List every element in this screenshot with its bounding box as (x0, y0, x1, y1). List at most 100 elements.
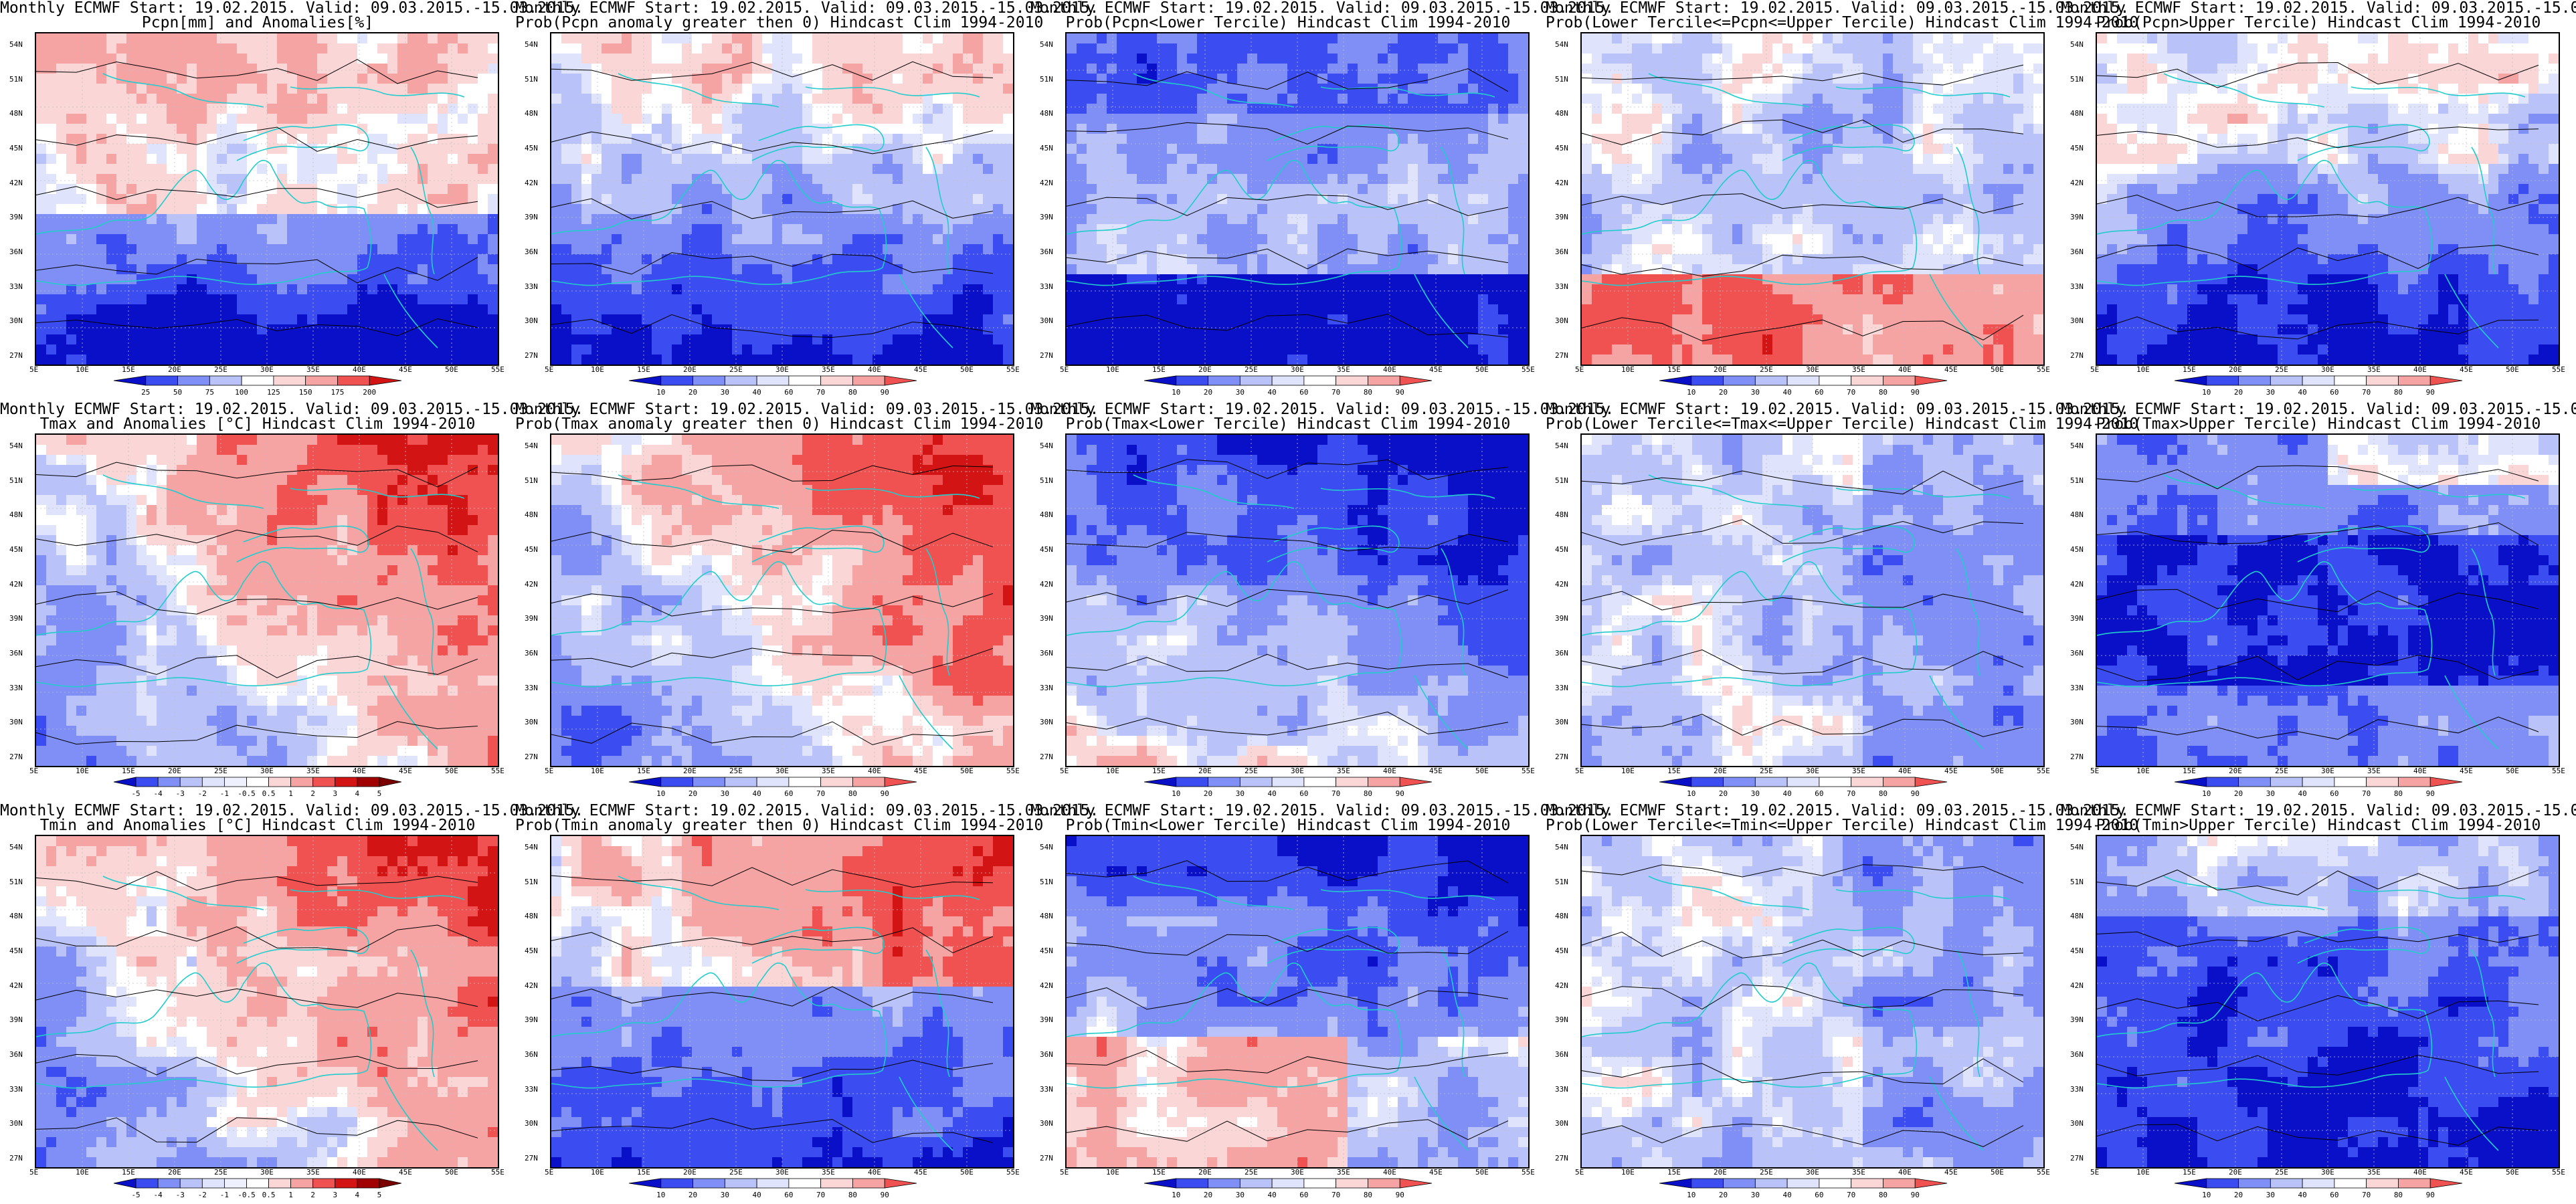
forecast-map (35, 32, 499, 366)
longitude-label: 15E (637, 365, 650, 374)
longitude-label: 40E (2413, 365, 2427, 374)
panel-title: Monthly ECMWF Start: 19.02.2015. Valid: … (0, 401, 583, 417)
colorbar-tick-label: 100 (235, 388, 248, 397)
latitude-label: 45N (9, 545, 23, 554)
longitude-label: 10E (591, 767, 604, 775)
colorbar-segment (756, 1178, 790, 1189)
coastline (551, 474, 980, 750)
latitude-label: 33N (525, 282, 538, 291)
longitude-label: 35E (2367, 365, 2381, 374)
latitude-label: 48N (525, 109, 538, 118)
colorbar-tick-label: 40 (1267, 1191, 1276, 1199)
longitude-label: 15E (1152, 1168, 1166, 1177)
colorbar-ticks: 10 20 30 40 60 70 80 90 (629, 1191, 917, 1200)
latitude-label: 33N (2070, 1085, 2084, 1094)
latitude-label: 27N (1040, 1154, 1053, 1163)
forecast-panel: Monthly ECMWF Start: 19.02.2015. Valid: … (2061, 0, 2576, 401)
longitude-label: 50E (1475, 767, 1489, 775)
colorbar-segment (290, 777, 314, 787)
colorbar-ticks: 10 20 30 40 60 70 80 90 (1659, 789, 1947, 799)
colorbar-segment (788, 777, 822, 787)
coastline (2097, 474, 2526, 750)
colorbar-tick-label: -4 (154, 1191, 163, 1199)
longitude-label: 50E (960, 767, 974, 775)
colorbar-ticks: 10 20 30 40 60 70 80 90 (2175, 388, 2462, 397)
latitude-label: 54N (525, 441, 538, 450)
colorbar-tick-label: 80 (2394, 789, 2403, 798)
colorbar-segment (1786, 777, 1820, 787)
colorbar-segment (2398, 1178, 2431, 1189)
latitude-label: 42N (1040, 981, 1053, 990)
colorbar-tick-label: 90 (881, 388, 889, 397)
longitude-label: 50E (2506, 365, 2519, 374)
latitude-label: 48N (9, 510, 23, 519)
colorbar-tick-label: 10 (1172, 1191, 1180, 1199)
colorbar (1659, 1178, 1948, 1189)
colorbar-segment (305, 375, 338, 386)
colorbar-segment (660, 375, 693, 386)
longitude-label: 20E (1714, 767, 1727, 775)
longitude-label: 5E (1575, 767, 1584, 775)
colorbar-tick-label: 10 (2202, 1191, 2211, 1199)
longitude-label: 25E (2275, 767, 2288, 775)
coastline (1067, 876, 1495, 1151)
colorbar-segment (660, 1178, 693, 1189)
colorbar-segment (379, 1178, 402, 1189)
colorbar-segment (2429, 375, 2463, 386)
colorbar-segment (2302, 777, 2335, 787)
colorbar-tick-label: 80 (1364, 789, 1372, 798)
forecast-panel: Monthly ECMWF Start: 19.02.2015. Valid: … (515, 0, 1099, 401)
latitude-label: 45N (2070, 946, 2084, 955)
colorbar-tick-label: -1 (220, 1191, 229, 1199)
longitude-label: 55E (2552, 767, 2565, 775)
longitude-label: 50E (2506, 767, 2519, 775)
longitude-label: 25E (2275, 1168, 2288, 1177)
latitude-label: 51N (1555, 476, 1568, 485)
colorbar-tick-label: 70 (816, 388, 825, 397)
coastline (2097, 73, 2526, 348)
colorbar-tick-label: 10 (656, 388, 665, 397)
longitude-label: 25E (214, 767, 227, 775)
colorbar-tick-label: 90 (1396, 388, 1404, 397)
longitude-label: 25E (1245, 1168, 1258, 1177)
latitude-label: 45N (1040, 545, 1053, 554)
latitude-label: 27N (9, 1154, 23, 1163)
colorbar-segment (113, 1178, 136, 1189)
colorbar-segment (1851, 375, 1883, 386)
colorbar-tick-label: 4 (355, 1191, 360, 1199)
contour-lines (1067, 68, 1509, 338)
colorbar-segment (1691, 375, 1724, 386)
graticule (551, 836, 1013, 1167)
colorbar-tick-label: 60 (784, 789, 793, 798)
contour-lines (551, 464, 994, 745)
colorbar (113, 777, 402, 787)
latitude-label: 27N (525, 752, 538, 761)
colorbar-segment (2366, 375, 2399, 386)
colorbar-tick-label: 60 (2330, 388, 2338, 397)
anomaly-field (551, 836, 1013, 1167)
latitude-label: 33N (525, 1085, 538, 1094)
longitude-label: 15E (122, 365, 135, 374)
longitude-label: 45E (2460, 767, 2473, 775)
latitude-label: 30N (1555, 718, 1568, 726)
colorbar-segment (1368, 777, 1400, 787)
latitude-label: 33N (2070, 684, 2084, 692)
colorbar-segment (756, 375, 790, 386)
colorbar-tick-label: 150 (299, 388, 312, 397)
longitude-label: 15E (637, 1168, 650, 1177)
longitude-label: 20E (2229, 767, 2242, 775)
colorbar-segment (312, 777, 336, 787)
latitude-label: 27N (9, 351, 23, 360)
colorbar-tick-label: 10 (1687, 1191, 1695, 1199)
longitude-label: 55E (1522, 365, 1535, 374)
forecast-map (550, 433, 1014, 767)
latitude-label: 51N (1555, 75, 1568, 84)
longitude-label: 10E (591, 1168, 604, 1177)
colorbar-tick-label: 40 (752, 1191, 761, 1199)
colorbar-tick-label: 40 (752, 789, 761, 798)
latitude-label: 48N (9, 912, 23, 920)
latitude-label: 48N (2070, 109, 2084, 118)
colorbar-segment (1819, 375, 1852, 386)
latitude-label: 42N (525, 179, 538, 187)
longitude-label: 35E (2367, 767, 2381, 775)
